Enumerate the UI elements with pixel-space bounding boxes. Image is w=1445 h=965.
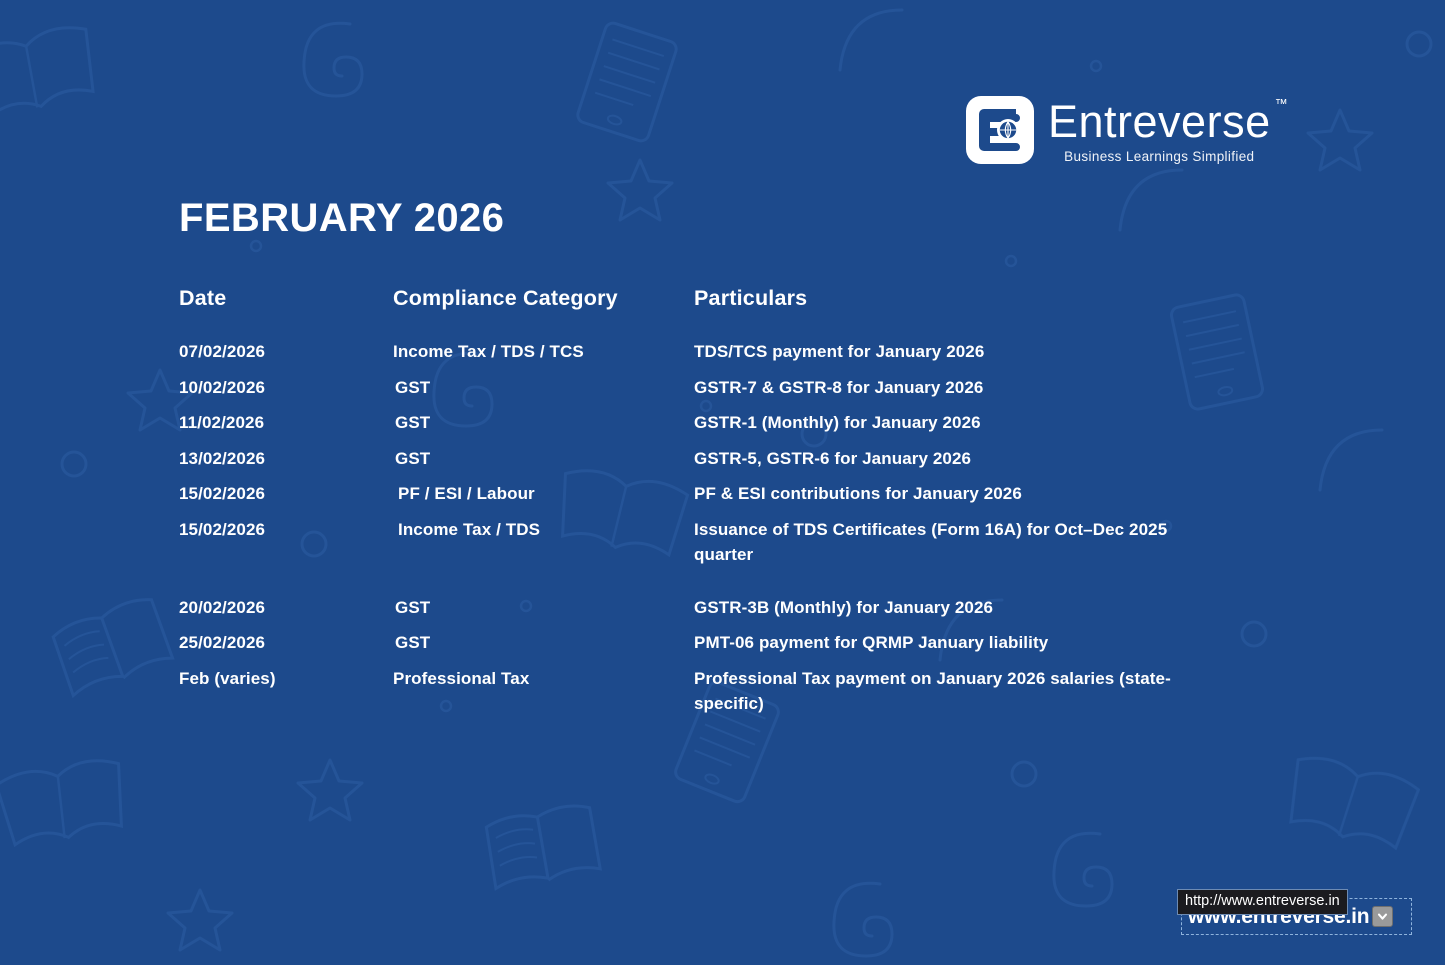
table-row: 20/02/2026 GST GSTR-3B (Monthly) for Jan… [179, 595, 1179, 621]
cell-date: 11/02/2026 [179, 413, 265, 432]
cell-category: GST [395, 413, 431, 432]
entreverse-e-globe-icon [966, 96, 1034, 164]
cell-category: GST [395, 633, 431, 652]
column-header-particulars: Particulars [694, 286, 808, 310]
cell-category: PF / ESI / Labour [398, 484, 535, 503]
trademark-symbol: ™ [1274, 95, 1288, 111]
link-tooltip: http://www.entreverse.in [1177, 889, 1348, 915]
cell-category: GST [395, 448, 431, 468]
cell-particulars: PMT-06 payment for QRMP January liabilit… [694, 633, 1049, 652]
cell-date: 15/02/2026 [179, 519, 266, 539]
table-row: 13/02/2026 GST GSTR-5, GSTR-6 for Januar… [179, 446, 1179, 472]
brand-tagline: Business Learnings Simplified [1064, 148, 1255, 164]
table-header-row: Date Compliance Category Particulars [179, 286, 1179, 311]
cell-category: Income Tax / TDS / TCS [393, 342, 584, 361]
table-row: Feb (varies) Professional Tax Profession… [179, 666, 1179, 717]
cell-particulars: GSTR-5, GSTR-6 for January 2026 [694, 448, 972, 468]
column-header-compliance-category: Compliance Category [393, 286, 618, 310]
cell-date: 25/02/2026 [179, 633, 266, 652]
cell-particulars: TDS/TCS payment for January 2026 [694, 342, 985, 361]
table-row: 07/02/2026 Income Tax / TDS / TCS TDS/TC… [179, 339, 1179, 365]
table-row: 11/02/2026 GST GSTR-1 (Monthly) for Janu… [179, 410, 1179, 436]
table-row: 15/02/2026 PF / ESI / Labour PF & ESI co… [179, 481, 1179, 507]
cell-particulars: GSTR-3B (Monthly) for January 2026 [694, 597, 994, 617]
cell-category: Income Tax / TDS [398, 519, 541, 539]
page-title: FEBRUARY 2026 [179, 196, 505, 240]
cell-category: GST [395, 377, 431, 397]
compliance-calendar-table: Date Compliance Category Particulars 07/… [179, 286, 1179, 727]
table-row: 25/02/2026 GST PMT-06 payment for QRMP J… [179, 630, 1179, 656]
cell-particulars: Issuance of TDS Certificates (Form 16A) … [694, 519, 1168, 565]
cell-date: 07/02/2026 [179, 342, 266, 361]
column-header-date: Date [179, 286, 227, 310]
brand-name: Entreverse [1048, 95, 1271, 147]
cell-particulars: Professional Tax payment on January 2026… [694, 668, 1171, 714]
cell-date: 10/02/2026 [179, 377, 266, 397]
cell-date: Feb (varies) [179, 668, 276, 688]
brand-logo: Entreverse ™ Business Learnings Simplifi… [966, 95, 1288, 164]
table-row: 15/02/2026 Income Tax / TDS Issuance of … [179, 517, 1179, 568]
cell-particulars: PF & ESI contributions for January 2026 [694, 484, 1022, 503]
cell-category: GST [395, 597, 431, 617]
cell-date: 20/02/2026 [179, 597, 266, 617]
chevron-down-icon[interactable] [1372, 906, 1394, 927]
cell-particulars: GSTR-7 & GSTR-8 for January 2026 [694, 377, 984, 397]
table-row: 10/02/2026 GST GSTR-7 & GSTR-8 for Janua… [179, 375, 1179, 401]
cell-particulars: GSTR-1 (Monthly) for January 2026 [694, 413, 981, 432]
cell-date: 15/02/2026 [179, 484, 266, 503]
cell-category: Professional Tax [393, 668, 530, 688]
cell-date: 13/02/2026 [179, 448, 266, 468]
